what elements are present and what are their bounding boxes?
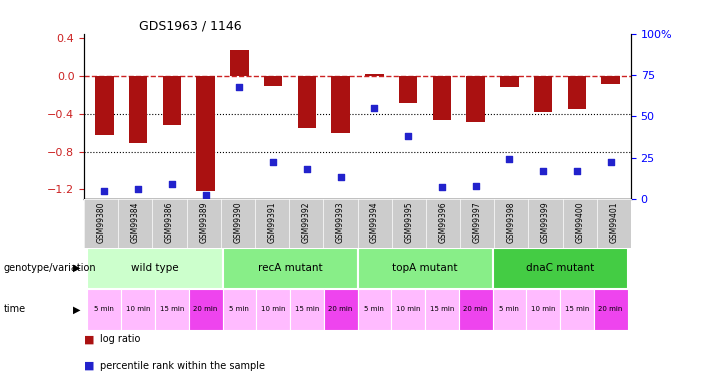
Bar xyxy=(526,289,560,330)
Bar xyxy=(155,289,189,330)
Bar xyxy=(290,289,324,330)
Text: genotype/variation: genotype/variation xyxy=(4,263,96,273)
Text: GSM99393: GSM99393 xyxy=(336,201,345,243)
Bar xyxy=(264,76,283,86)
Point xyxy=(571,168,583,174)
Text: 10 min: 10 min xyxy=(396,306,421,312)
Text: wild type: wild type xyxy=(131,263,179,273)
Text: 5 min: 5 min xyxy=(365,306,384,312)
Bar xyxy=(425,289,458,330)
Point xyxy=(99,188,110,194)
Bar xyxy=(433,76,451,120)
Text: GSM99380: GSM99380 xyxy=(97,201,106,243)
Text: ■: ■ xyxy=(84,361,95,370)
Bar xyxy=(399,76,417,103)
Bar xyxy=(222,289,257,330)
Bar xyxy=(466,76,485,122)
Text: GSM99399: GSM99399 xyxy=(541,201,550,243)
Point xyxy=(402,133,414,139)
Point xyxy=(504,156,515,162)
Bar xyxy=(222,248,358,289)
Bar xyxy=(230,50,249,76)
Point xyxy=(335,174,346,180)
Bar xyxy=(257,289,290,330)
Text: log ratio: log ratio xyxy=(100,334,140,344)
Text: 15 min: 15 min xyxy=(430,306,454,312)
Text: GSM99392: GSM99392 xyxy=(301,201,311,243)
Point xyxy=(166,181,177,187)
Bar xyxy=(332,76,350,133)
Text: ■: ■ xyxy=(84,334,95,344)
Text: ▶: ▶ xyxy=(73,304,81,314)
Bar xyxy=(121,289,155,330)
Text: GSM99389: GSM99389 xyxy=(199,201,208,243)
Text: topA mutant: topA mutant xyxy=(393,263,458,273)
Bar xyxy=(189,289,222,330)
Bar xyxy=(163,76,181,125)
Bar xyxy=(358,289,391,330)
Bar xyxy=(500,76,519,87)
Text: 10 min: 10 min xyxy=(261,306,285,312)
Text: percentile rank within the sample: percentile rank within the sample xyxy=(100,361,264,370)
Text: GSM99401: GSM99401 xyxy=(609,201,618,243)
Point xyxy=(470,183,482,189)
Text: GSM99391: GSM99391 xyxy=(268,201,277,243)
Bar xyxy=(298,76,316,128)
Text: 10 min: 10 min xyxy=(126,306,151,312)
Point xyxy=(538,168,549,174)
Text: 5 min: 5 min xyxy=(499,306,519,312)
Text: 20 min: 20 min xyxy=(329,306,353,312)
Point xyxy=(605,159,616,165)
Text: 20 min: 20 min xyxy=(599,306,622,312)
Bar xyxy=(88,248,222,289)
Text: recA mutant: recA mutant xyxy=(258,263,322,273)
Bar xyxy=(594,289,627,330)
Bar xyxy=(458,289,493,330)
Text: 5 min: 5 min xyxy=(229,306,250,312)
Text: time: time xyxy=(4,304,26,314)
Bar xyxy=(534,76,552,112)
Text: ▶: ▶ xyxy=(73,263,81,273)
Bar xyxy=(196,76,215,191)
Bar xyxy=(324,289,358,330)
Bar xyxy=(391,289,425,330)
Text: GSM99400: GSM99400 xyxy=(575,201,584,243)
Text: GSM99396: GSM99396 xyxy=(438,201,447,243)
Bar xyxy=(95,76,114,135)
Text: 10 min: 10 min xyxy=(531,306,555,312)
Bar xyxy=(88,289,121,330)
Point xyxy=(301,166,313,172)
Bar xyxy=(358,248,493,289)
Text: GSM99386: GSM99386 xyxy=(165,201,174,243)
Bar xyxy=(560,289,594,330)
Bar xyxy=(568,76,586,109)
Text: GSM99395: GSM99395 xyxy=(404,201,414,243)
Text: 20 min: 20 min xyxy=(463,306,488,312)
Text: 15 min: 15 min xyxy=(294,306,319,312)
Point xyxy=(268,159,279,165)
Text: GSM99384: GSM99384 xyxy=(131,201,140,243)
Text: 15 min: 15 min xyxy=(565,306,589,312)
Bar xyxy=(493,289,526,330)
Bar xyxy=(601,76,620,84)
Text: GSM99398: GSM99398 xyxy=(507,201,516,243)
Text: dnaC mutant: dnaC mutant xyxy=(526,263,594,273)
Text: GDS1963 / 1146: GDS1963 / 1146 xyxy=(139,20,241,33)
Text: 15 min: 15 min xyxy=(160,306,184,312)
Text: 20 min: 20 min xyxy=(193,306,218,312)
Point xyxy=(233,84,245,90)
Text: GSM99390: GSM99390 xyxy=(233,201,243,243)
Point xyxy=(200,192,211,198)
Text: GSM99394: GSM99394 xyxy=(370,201,379,243)
Point xyxy=(369,105,380,111)
Point xyxy=(132,186,144,192)
Bar xyxy=(129,76,147,143)
Text: 5 min: 5 min xyxy=(95,306,114,312)
Bar xyxy=(365,74,383,76)
Point xyxy=(436,184,447,190)
Text: GSM99397: GSM99397 xyxy=(472,201,482,243)
Bar xyxy=(493,248,627,289)
